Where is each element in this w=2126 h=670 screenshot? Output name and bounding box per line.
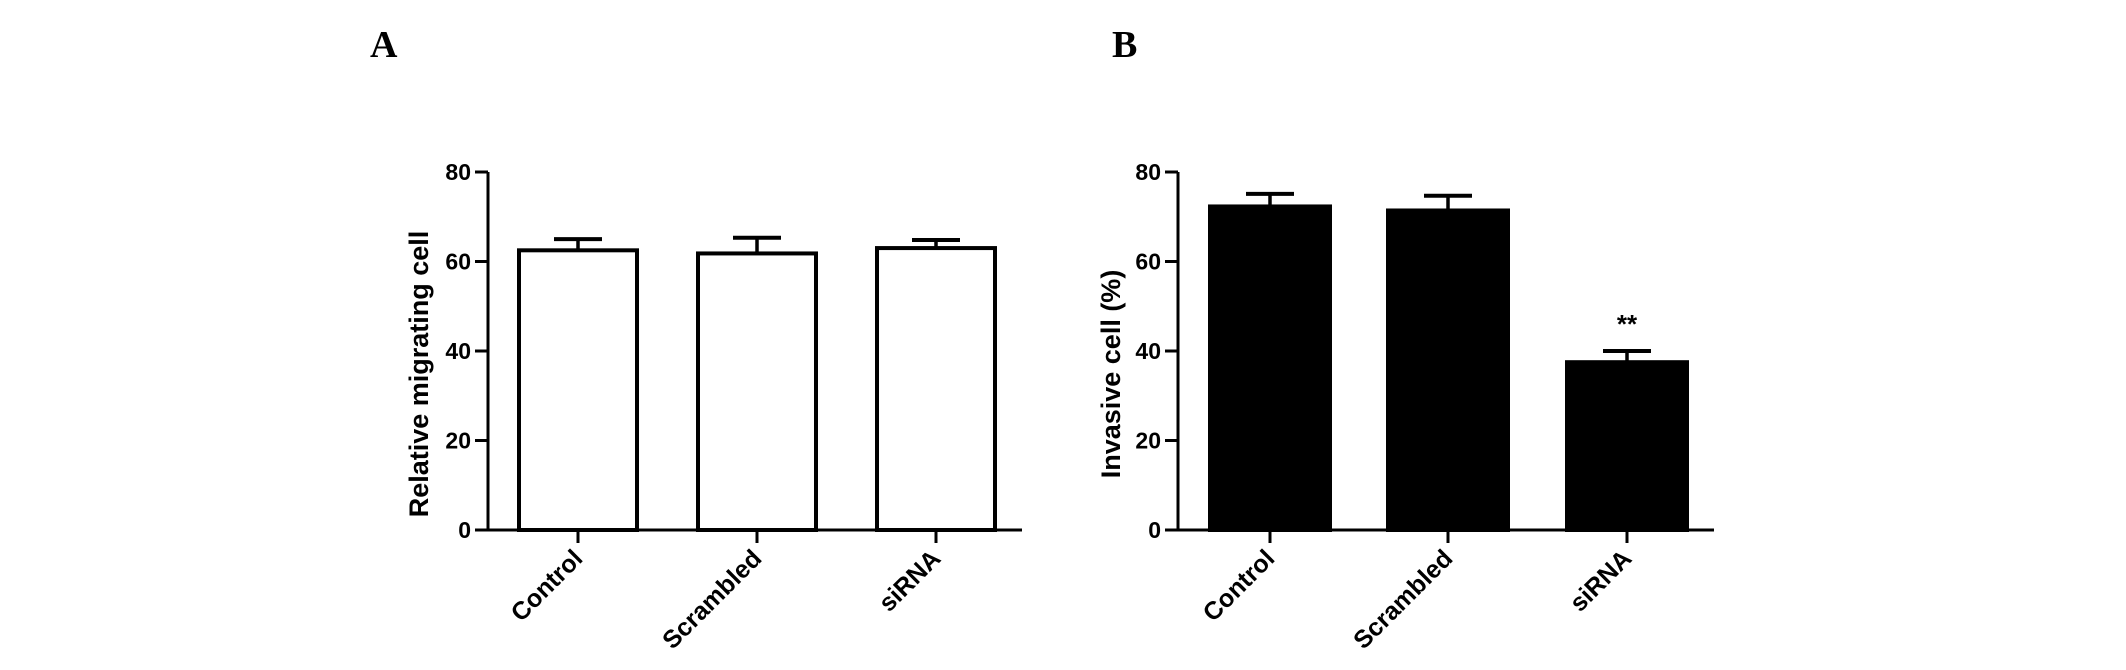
panel-a-category-label-scrambled: Scrambled: [657, 544, 767, 654]
panel-a-y-axis-title: Relative migrating cell: [404, 231, 434, 518]
panel-b-significance-sirna: **: [1617, 309, 1638, 339]
panel-b-y-tick-label: 20: [1135, 428, 1161, 454]
panel-a-y-tick-label: 20: [445, 428, 471, 454]
panel-a-bar-sirna: [875, 246, 997, 532]
panel-b-bar-sirna: [1565, 360, 1689, 532]
panel-a-bar-control: [517, 248, 639, 532]
panel-b-y-tick-label: 40: [1135, 338, 1161, 364]
panel-a-y-tick-label: 60: [445, 249, 471, 275]
panel-b-category-label-sirna: siRNA: [1564, 544, 1637, 617]
panel-b-letter: B: [1112, 24, 1137, 66]
panel-a-y-tick-label: 80: [445, 159, 471, 185]
panel-b-y-tick-label: 80: [1135, 159, 1161, 185]
panel-a: A Relative migrating cell 0 20 40 60 80 Contr…: [370, 24, 1022, 655]
panel-b-bar-control: [1208, 204, 1332, 533]
panel-b-y-tick-label: 60: [1135, 249, 1161, 275]
panel-a-letter: A: [370, 24, 398, 66]
panel-a-y-tick-label: 40: [445, 338, 471, 364]
panel-a-y-tick-label: 0: [458, 517, 471, 543]
panel-b-y-axis-title: Invasive cell (%): [1096, 270, 1126, 479]
panel-b-bar-scrambled: [1386, 208, 1510, 533]
panel-a-bar-scrambled: [696, 251, 818, 532]
panel-a-category-label-control: Control: [506, 544, 589, 627]
panel-a-category-label-sirna: siRNA: [873, 544, 946, 617]
panel-b-category-label-control: Control: [1198, 544, 1281, 627]
panel-b: B Invasive cell (%) 0 20 40 60 80 Control Scra…: [1096, 24, 1714, 655]
panel-b-category-label-scrambled: Scrambled: [1348, 544, 1458, 654]
panel-b-y-tick-label: 0: [1148, 517, 1161, 543]
